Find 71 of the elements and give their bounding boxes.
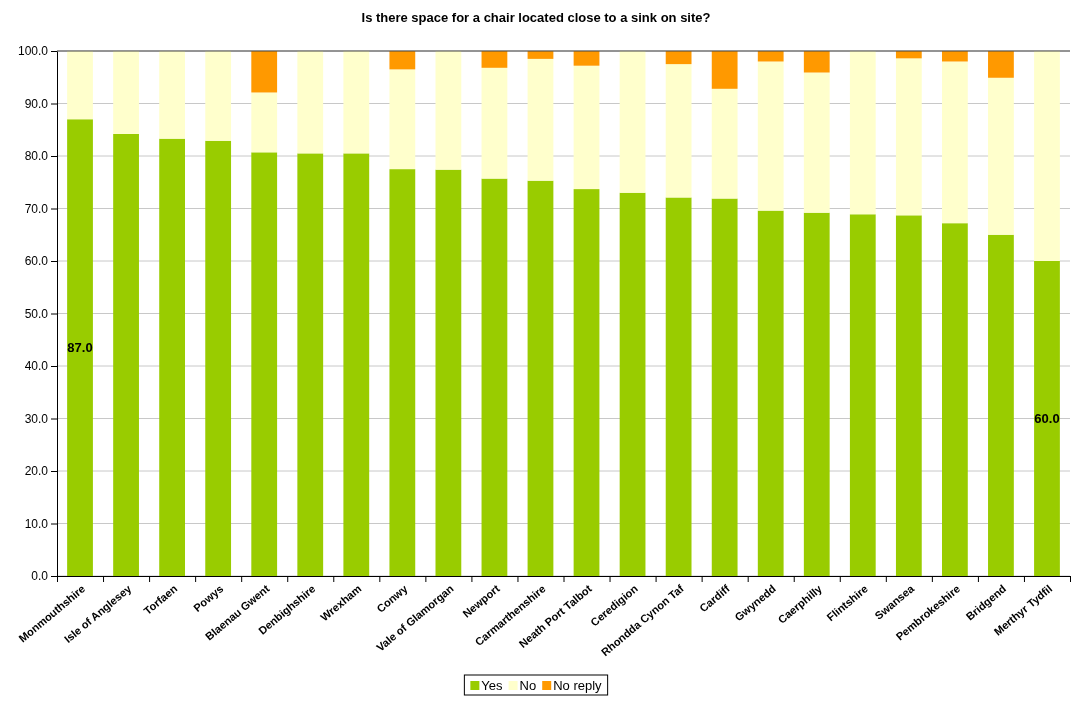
bar bbox=[251, 51, 278, 93]
bar bbox=[711, 88, 738, 199]
bar bbox=[1034, 261, 1060, 576]
bar bbox=[481, 67, 508, 179]
legend-label: Yes bbox=[481, 678, 504, 693]
bar bbox=[711, 51, 738, 89]
legend-label: No reply bbox=[553, 678, 603, 693]
bar bbox=[803, 72, 830, 213]
bar bbox=[665, 197, 692, 576]
y-tick-label: 50.0 bbox=[24, 306, 49, 321]
bar bbox=[113, 133, 139, 576]
bar bbox=[343, 51, 370, 154]
bar bbox=[803, 51, 830, 73]
bar bbox=[988, 77, 1014, 235]
y-tick-label: 90.0 bbox=[24, 96, 49, 111]
bar bbox=[573, 65, 600, 190]
bar bbox=[895, 215, 922, 576]
y-tick-label: 0.0 bbox=[31, 569, 49, 584]
y-tick-label: 100.0 bbox=[17, 44, 49, 59]
bar bbox=[941, 223, 968, 576]
data-label: 87.0 bbox=[67, 339, 93, 355]
bar bbox=[1034, 51, 1060, 261]
bar bbox=[297, 153, 324, 576]
bar bbox=[435, 169, 462, 576]
bar bbox=[205, 51, 232, 141]
bar bbox=[527, 180, 554, 576]
bar bbox=[573, 51, 600, 66]
y-tick-label: 20.0 bbox=[24, 464, 49, 479]
bar bbox=[159, 51, 186, 139]
data-label: 60.0 bbox=[1034, 410, 1060, 426]
y-tick-label: 60.0 bbox=[24, 254, 49, 269]
bar bbox=[757, 210, 784, 576]
bar bbox=[389, 69, 416, 170]
bar bbox=[895, 58, 922, 216]
y-tick-label: 70.0 bbox=[24, 201, 49, 216]
legend-label: No bbox=[519, 678, 537, 693]
bar bbox=[297, 51, 324, 154]
bar bbox=[573, 189, 600, 576]
bar bbox=[711, 198, 738, 576]
bar bbox=[481, 178, 508, 576]
bar bbox=[988, 51, 1014, 78]
bar bbox=[159, 138, 186, 576]
bar bbox=[251, 152, 278, 576]
bar bbox=[389, 51, 416, 70]
bar bbox=[435, 51, 462, 170]
bar bbox=[941, 61, 968, 224]
bar bbox=[757, 61, 784, 211]
bar bbox=[803, 212, 830, 576]
bar bbox=[849, 214, 876, 576]
bar bbox=[113, 51, 139, 134]
bar bbox=[665, 51, 692, 65]
bar bbox=[988, 234, 1014, 576]
bar bbox=[619, 51, 646, 193]
bar bbox=[251, 92, 278, 153]
bar bbox=[389, 169, 416, 576]
bar bbox=[849, 51, 876, 215]
bar bbox=[67, 51, 93, 120]
bar bbox=[527, 58, 554, 181]
chart-title: Is there space for a chair located close to a sink on site? bbox=[361, 10, 711, 25]
y-tick-label: 10.0 bbox=[24, 516, 49, 531]
bar bbox=[941, 51, 968, 62]
bar bbox=[67, 119, 93, 576]
bar bbox=[205, 140, 232, 576]
bar bbox=[481, 51, 508, 68]
y-tick-label: 80.0 bbox=[24, 149, 49, 164]
y-tick-label: 40.0 bbox=[24, 359, 49, 374]
bar bbox=[757, 51, 784, 62]
bar bbox=[665, 64, 692, 198]
y-tick-label: 30.0 bbox=[24, 411, 49, 426]
bar bbox=[343, 153, 370, 576]
bar bbox=[619, 192, 646, 576]
